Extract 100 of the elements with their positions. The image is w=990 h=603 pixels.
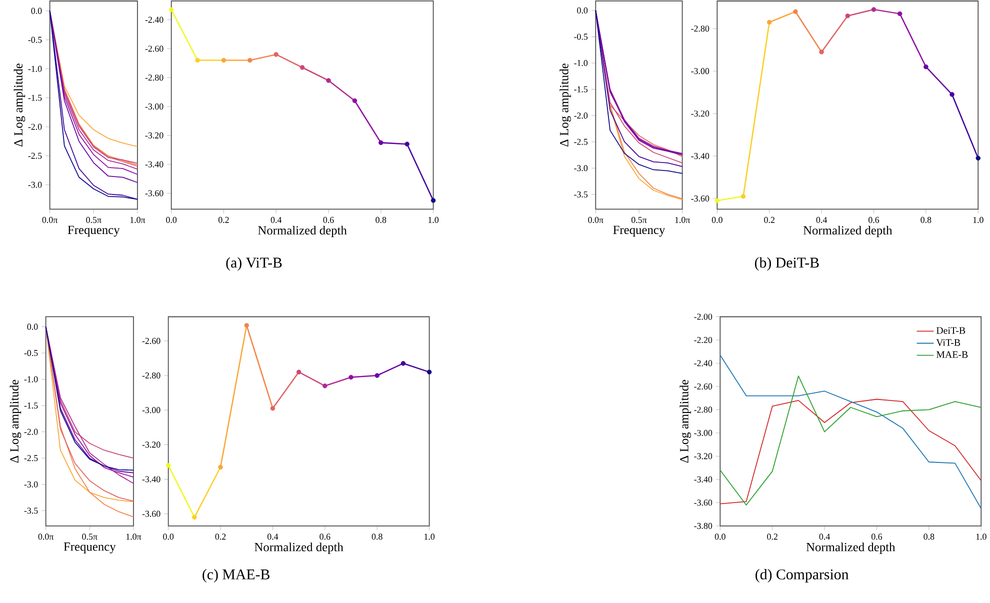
- y-axis-title: Δ Log amplitude: [10, 380, 22, 463]
- y-axis-title: Δ Log amplitude: [560, 64, 571, 147]
- x-tick-label: 1.0: [973, 217, 984, 224]
- y-tick-label: -2.0: [574, 112, 588, 119]
- x-tick-label: 0.2: [218, 217, 229, 224]
- y-tick-label: -2.80: [694, 406, 712, 413]
- x-tick-label: 0.0: [166, 217, 177, 224]
- y-tick-label: -3.0: [28, 182, 42, 188]
- y-tick-label: -2.00: [694, 314, 712, 320]
- x-tick-label: 0.5π: [82, 534, 98, 540]
- x-tick-label: 0.2: [215, 534, 226, 540]
- x-tick-label: 0.6: [323, 217, 334, 224]
- legend-label: MAE-B: [936, 351, 968, 358]
- y-tick-label: -3.20: [694, 453, 712, 460]
- x-tick-label: 0.0π: [42, 217, 58, 224]
- y-tick-label: -3.5: [24, 508, 38, 514]
- x-tick-label: 0.0π: [38, 534, 54, 540]
- legend-label: DeiT-B: [936, 327, 966, 334]
- x-tick-label: 0.0: [163, 534, 174, 540]
- x-axis-title: Frequency: [64, 542, 116, 554]
- y-tick-label: -1.5: [28, 95, 42, 102]
- x-axis-title: Normalized depth: [254, 542, 344, 554]
- y-tick-label: -3.0: [24, 482, 38, 488]
- y-tick-label: -3.40: [142, 476, 160, 482]
- x-tick-label: 0.5π: [86, 217, 102, 224]
- y-tick-label: -0.5: [28, 36, 42, 44]
- y-tick-label: -1.5: [574, 86, 588, 93]
- y-tick-label: -3.5: [574, 192, 588, 198]
- x-axis-title: Normalized depth: [258, 226, 347, 238]
- x-axis-title: Frequency: [613, 226, 666, 237]
- y-tick-label: -2.80: [691, 26, 710, 32]
- x-tick-label: 1.0: [976, 534, 986, 540]
- legend-label: ViT-B: [936, 339, 960, 346]
- x-tick-label: 0.2: [764, 217, 774, 224]
- x-tick-label: 0.8: [924, 534, 934, 540]
- y-axis-title: Δ Log amplitude: [680, 380, 691, 463]
- y-tick-label: -3.60: [691, 196, 710, 202]
- y-tick-label: 0.0: [31, 8, 42, 14]
- y-tick-label: -3.20: [691, 110, 710, 117]
- x-tick-label: 0.4: [816, 217, 827, 224]
- x-tick-label: 0.6: [320, 534, 330, 540]
- y-tick-label: -2.0: [24, 428, 38, 436]
- x-tick-label: 1.0: [428, 217, 439, 224]
- y-tick-label: -0.5: [574, 34, 588, 40]
- text: (c) MAE-B: [202, 569, 270, 583]
- y-tick-label: -0.5: [24, 350, 38, 356]
- x-tick-label: 0.4: [819, 534, 830, 540]
- y-tick-label: -3.20: [142, 442, 160, 448]
- y-tick-label: -2.40: [145, 16, 164, 23]
- x-tick-label: 0.0π: [588, 217, 604, 224]
- x-tick-label: 0.8: [372, 534, 382, 540]
- y-tick-label: -1.0: [28, 66, 42, 72]
- text: (d) Comparsion: [756, 569, 849, 583]
- x-tick-label: 1.0π: [675, 217, 690, 224]
- y-tick-label: -3.40: [694, 476, 712, 483]
- y-tick-label: -3.40: [145, 162, 164, 168]
- x-tick-label: 1.0π: [130, 217, 146, 224]
- y-tick-label: -2.0: [28, 124, 42, 130]
- y-tick-label: -2.80: [145, 74, 164, 81]
- y-tick-label: -3.0: [574, 165, 588, 172]
- y-tick-label: -1.0: [574, 60, 588, 66]
- y-tick-label: -2.60: [694, 384, 712, 390]
- x-axis-title: Normalized depth: [806, 542, 896, 554]
- x-tick-label: 0.8: [376, 217, 386, 224]
- x-tick-label: 0.8: [920, 217, 932, 224]
- y-tick-label: -2.5: [24, 455, 38, 462]
- y-tick-label: -3.00: [691, 68, 710, 74]
- y-tick-label: -3.00: [142, 407, 160, 414]
- x-tick-label: 1.0π: [126, 534, 142, 540]
- y-tick-label: -3.60: [142, 510, 160, 518]
- y-tick-label: -2.60: [142, 338, 160, 344]
- x-tick-label: 0.6: [871, 534, 882, 540]
- x-tick-label: 0.0: [714, 534, 726, 540]
- y-tick-label: -2.80: [142, 372, 160, 379]
- y-tick-label: -3.00: [145, 104, 164, 110]
- x-tick-label: 0.2: [767, 534, 778, 540]
- x-tick-label: 0.4: [267, 534, 278, 540]
- x-tick-label: 0.5π: [631, 217, 647, 224]
- y-tick-label: 0.0: [577, 8, 588, 14]
- x-axis-title: Normalized depth: [803, 226, 892, 238]
- x-tick-label: 0.6: [868, 217, 880, 224]
- y-tick-label: -3.00: [694, 430, 712, 436]
- y-tick-label: -1.5: [24, 402, 38, 409]
- y-tick-label: -3.60: [145, 190, 164, 196]
- y-tick-label: -2.5: [28, 152, 42, 160]
- x-tick-label: 1.0: [424, 534, 435, 540]
- y-tick-label: -2.40: [694, 360, 712, 366]
- y-axis-title: Δ Log amplitude: [14, 64, 26, 147]
- y-tick-label: -2.60: [145, 46, 164, 52]
- x-tick-label: 0.4: [270, 217, 282, 224]
- y-tick-label: -3.80: [694, 523, 712, 530]
- y-tick-label: -3.20: [145, 132, 164, 139]
- y-tick-label: -2.20: [694, 337, 712, 344]
- y-tick-label: -3.60: [694, 500, 712, 506]
- text: (b) DeiT-B: [754, 257, 819, 271]
- x-tick-label: 0.0: [712, 217, 722, 224]
- x-axis-title: Frequency: [68, 226, 120, 237]
- y-tick-label: -1.0: [24, 376, 38, 382]
- y-tick-label: -3.40: [691, 153, 710, 160]
- y-tick-label: -2.5: [574, 139, 588, 146]
